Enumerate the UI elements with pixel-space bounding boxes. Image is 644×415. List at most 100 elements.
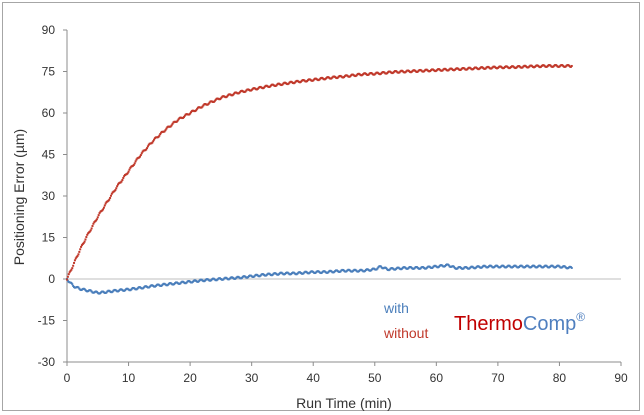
data-point — [207, 102, 210, 105]
data-point — [128, 168, 131, 171]
data-point — [104, 202, 107, 205]
data-point — [164, 129, 167, 132]
data-point — [146, 147, 149, 150]
data-point — [163, 130, 166, 133]
x-tick-label: 50 — [368, 371, 382, 385]
data-point — [71, 283, 74, 286]
x-tick-label: 70 — [491, 371, 505, 385]
data-point — [67, 273, 70, 276]
y-tick-label: 60 — [42, 106, 56, 120]
data-point — [77, 253, 80, 256]
data-point — [73, 259, 76, 262]
data-point — [169, 125, 172, 128]
logo-part-comp: Comp — [523, 313, 576, 335]
data-point — [78, 250, 81, 253]
data-point — [101, 209, 104, 212]
chart-frame — [2, 2, 640, 411]
data-point — [127, 170, 130, 173]
data-point — [103, 204, 106, 207]
x-tick-label: 20 — [183, 371, 197, 385]
data-point — [91, 224, 94, 227]
data-point — [135, 158, 138, 161]
data-point — [219, 97, 222, 100]
data-point — [66, 278, 68, 281]
data-point — [120, 180, 123, 183]
data-point — [165, 127, 168, 130]
data-point — [376, 267, 379, 270]
data-point — [115, 187, 118, 190]
x-tick-label: 80 — [553, 371, 567, 385]
data-point — [102, 206, 105, 209]
data-point — [108, 198, 111, 201]
data-point — [75, 256, 78, 259]
y-axis-title: Positioning Error (µm) — [11, 129, 27, 265]
data-point — [90, 227, 93, 230]
data-point — [196, 107, 199, 110]
data-point — [71, 267, 74, 270]
data-point — [201, 105, 204, 108]
data-point — [85, 236, 88, 239]
x-tick-label: 90 — [614, 371, 628, 385]
data-point — [110, 192, 113, 195]
data-point — [70, 281, 73, 284]
logo-part-thermo: Thermo — [454, 313, 523, 335]
data-point — [86, 233, 89, 236]
y-tick-label: 45 — [42, 148, 56, 162]
series-with — [66, 263, 573, 295]
data-point — [109, 196, 112, 199]
data-point — [97, 214, 100, 217]
x-ticks: 0 10 20 30 40 50 60 70 80 90 — [64, 362, 628, 385]
data-point — [88, 230, 91, 233]
data-point — [129, 166, 132, 169]
data-point — [80, 245, 83, 248]
data-points — [66, 64, 573, 295]
x-tick-label: 0 — [64, 371, 71, 385]
data-point — [226, 95, 229, 98]
data-point — [76, 254, 79, 257]
x-tick-label: 60 — [430, 371, 444, 385]
data-point — [84, 238, 87, 241]
data-point — [117, 183, 120, 186]
data-point — [570, 266, 573, 269]
data-point — [72, 284, 75, 287]
x-tick-label: 40 — [307, 371, 321, 385]
data-point — [73, 261, 76, 264]
data-point — [123, 175, 126, 178]
data-point — [177, 118, 180, 121]
data-point — [452, 265, 455, 268]
data-point — [109, 194, 112, 197]
y-tick-label: -30 — [38, 355, 56, 369]
data-point — [79, 248, 82, 251]
data-point — [176, 119, 179, 122]
data-point — [238, 91, 241, 94]
data-point — [139, 154, 142, 157]
data-point — [113, 190, 116, 193]
data-point — [107, 199, 110, 202]
data-point — [153, 138, 156, 141]
data-point — [159, 133, 162, 136]
data-point — [122, 176, 125, 179]
data-point — [171, 122, 174, 125]
data-point — [385, 267, 388, 270]
y-tick-label: 90 — [42, 23, 56, 37]
data-point — [157, 135, 160, 138]
data-point — [202, 104, 205, 107]
data-point — [80, 244, 83, 247]
y-tick-label: 0 — [48, 272, 55, 286]
data-point — [95, 219, 98, 222]
x-tick-label: 10 — [122, 371, 136, 385]
data-point — [92, 222, 95, 225]
data-point — [66, 275, 69, 278]
data-point — [134, 160, 137, 163]
data-point — [132, 163, 135, 166]
data-point — [140, 152, 143, 155]
data-point — [116, 185, 119, 188]
data-point — [158, 134, 161, 137]
data-point — [69, 269, 72, 272]
y-tick-label: -15 — [38, 314, 56, 328]
data-point — [146, 145, 149, 148]
data-point — [114, 189, 117, 192]
data-point — [66, 279, 69, 282]
logo-registered-mark: ® — [576, 310, 585, 324]
